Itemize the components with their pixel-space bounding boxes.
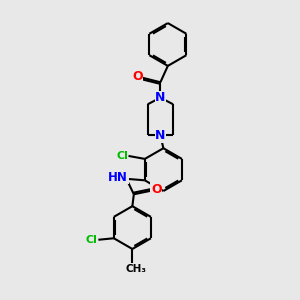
Text: N: N	[155, 91, 166, 104]
Text: O: O	[151, 183, 162, 196]
Text: Cl: Cl	[116, 151, 128, 161]
Text: HN: HN	[108, 171, 128, 184]
Text: O: O	[132, 70, 142, 83]
Text: Cl: Cl	[85, 235, 97, 245]
Text: CH₃: CH₃	[125, 264, 146, 274]
Text: N: N	[155, 129, 166, 142]
